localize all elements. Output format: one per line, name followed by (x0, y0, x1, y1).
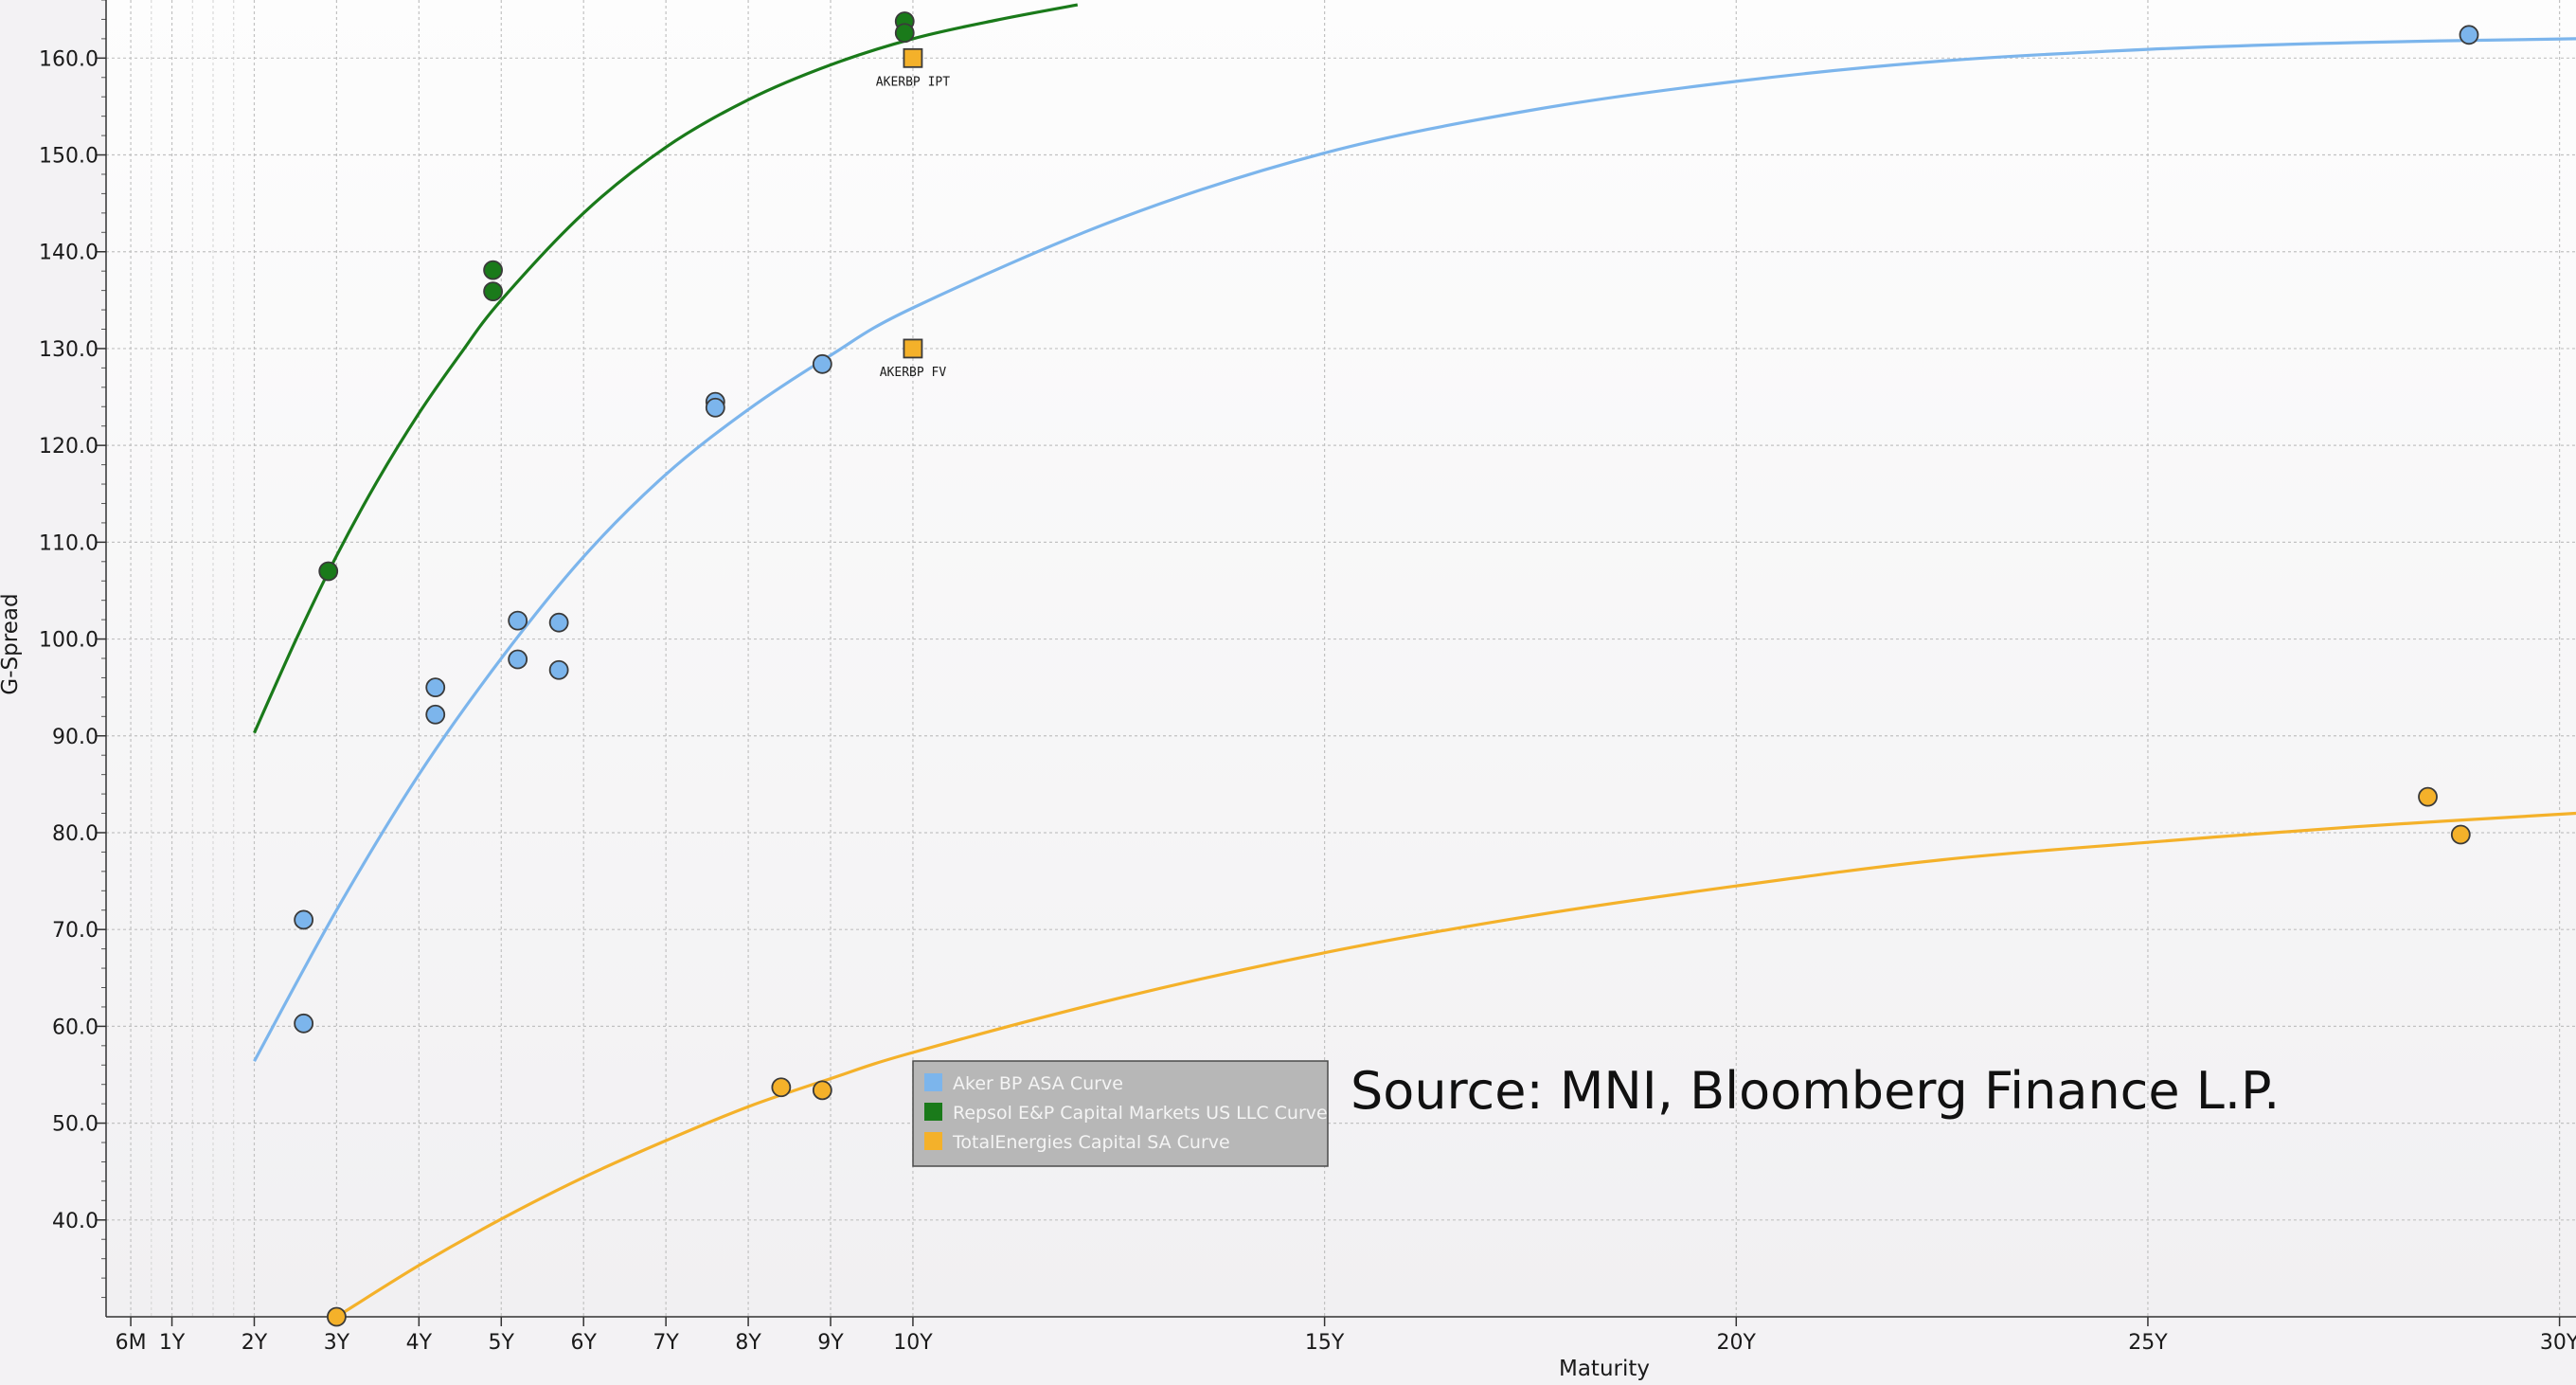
x-tick-label: 8Y (735, 1331, 761, 1355)
legend-swatch-aker-bp-asa-curve (924, 1073, 942, 1091)
aker-bp-asa-curve-point (705, 397, 725, 418)
aker-bp-asa-curve-point (508, 610, 528, 631)
y-tick-label: 110.0 (39, 531, 98, 555)
x-tick-label: 6Y (570, 1331, 597, 1355)
x-tick-label: 5Y (489, 1331, 515, 1355)
aker-bp-asa-curve-point (425, 704, 446, 725)
y-axis-title: G-Spread (0, 593, 23, 694)
x-tick-label: 7Y (653, 1331, 679, 1355)
akerbp-fv-marker (903, 338, 923, 359)
grid-lines (106, 0, 2576, 1317)
x-tick-label: 9Y (817, 1331, 844, 1355)
repsol-e-p-capital-markets-us-llc-curve-point (483, 260, 503, 280)
y-tick-label: 50.0 (52, 1113, 98, 1137)
repsol-e-p-capital-markets-us-llc-curve-point (318, 561, 339, 582)
totalenergies-capital-sa-curve-point (812, 1080, 832, 1101)
aker-bp-asa-curve-point (812, 353, 832, 374)
x-tick-label: 25Y (2128, 1331, 2168, 1355)
data-points (294, 11, 2479, 1327)
y-tick-label: 90.0 (52, 726, 98, 749)
y-tick-label: 70.0 (52, 919, 98, 943)
y-tick-label: 130.0 (39, 338, 98, 362)
legend-swatch-totalenergies-capital-sa-curve (924, 1132, 942, 1150)
y-tick-label: 140.0 (39, 242, 98, 265)
y-tick-label: 80.0 (52, 822, 98, 846)
repsol-e-p-capital-markets-us-llc-curve-point (894, 23, 915, 44)
y-tick-label: 40.0 (52, 1210, 98, 1233)
y-tick-label: 100.0 (39, 629, 98, 653)
legend: Aker BP ASA Curve Repsol E&P Capital Mark… (912, 1060, 1329, 1167)
akerbp-ipt-marker (903, 47, 923, 68)
totalenergies-capital-sa-curve-point (2418, 786, 2438, 807)
totalenergies-capital-sa-curve-line (335, 811, 2576, 1319)
aker-bp-asa-curve-point (2459, 25, 2479, 45)
x-tick-label: 1Y (159, 1331, 186, 1355)
x-tick-label: 30Y (2540, 1331, 2576, 1355)
aker-bp-asa-curve-point (508, 649, 528, 670)
akerbp-fv-label: AKERBP FV (880, 366, 947, 380)
legend-box (912, 1060, 1329, 1167)
y-tick-label: 60.0 (52, 1016, 98, 1039)
legend-swatch-repsol-e-p-capital-markets-us-llc-curve (924, 1103, 942, 1121)
aker-bp-asa-curve-line (253, 37, 2576, 1062)
x-tick-label: 6M (116, 1331, 147, 1355)
x-tick-label: 2Y (242, 1331, 268, 1355)
annotations: AKERBP IPT AKERBP FV (876, 47, 950, 380)
y-tick-label: 150.0 (39, 145, 98, 169)
legend-label-totalenergies-capital-sa-curve: TotalEnergies Capital SA Curve (952, 1132, 1230, 1153)
x-tick-label: 3Y (324, 1331, 350, 1355)
repsol-e-p-capital-markets-us-llc-curve-point (483, 281, 503, 302)
y-tick-label: 160.0 (39, 47, 98, 71)
aker-bp-asa-curve-point (294, 909, 314, 930)
aker-bp-asa-curve-point (425, 677, 446, 698)
legend-label-repsol-e-p-capital-markets-us-llc-curve: Repsol E&P Capital Markets US LLC Curve (953, 1103, 1328, 1124)
y-tick-label: 120.0 (39, 435, 98, 459)
source-note: Source: MNI, Bloomberg Finance L.P. (1351, 1061, 2280, 1121)
x-tick-label: 15Y (1305, 1331, 1345, 1355)
aker-bp-asa-curve-point (294, 1013, 314, 1034)
curve-lines (253, 3, 2576, 1319)
repsol-e-p-capital-markets-us-llc-curve-line (253, 3, 1079, 734)
akerbp-ipt-label: AKERBP IPT (876, 75, 950, 89)
x-tick-label: 20Y (1717, 1331, 1757, 1355)
totalenergies-capital-sa-curve-point (327, 1306, 347, 1327)
x-tick-label: 4Y (406, 1331, 433, 1355)
aker-bp-asa-curve-point (548, 612, 569, 633)
totalenergies-capital-sa-curve-point (771, 1077, 792, 1098)
totalenergies-capital-sa-curve-point (2450, 824, 2471, 845)
aker-bp-asa-curve-point (548, 659, 569, 680)
x-axis-title: Maturity (1559, 1357, 1650, 1381)
x-tick-label: 10Y (893, 1331, 933, 1355)
legend-label-aker-bp-asa-curve: Aker BP ASA Curve (953, 1073, 1123, 1094)
